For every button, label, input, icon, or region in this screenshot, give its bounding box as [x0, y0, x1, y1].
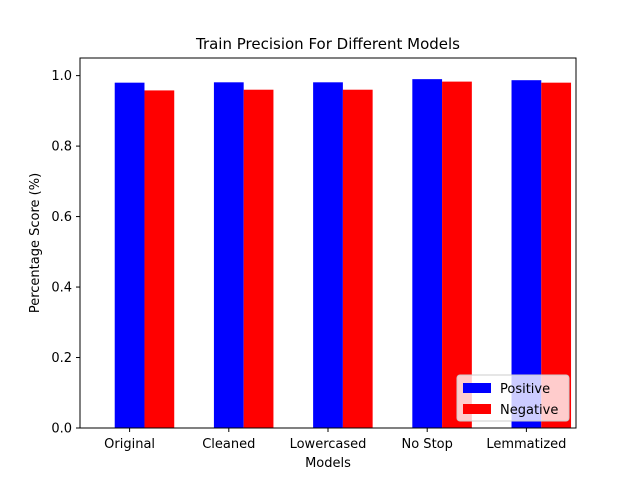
x-axis: Original Cleaned Lowercased No Stop Lemmatiz…	[104, 428, 566, 452]
chart-title: Train Precision For Different Models	[195, 35, 460, 53]
bar-negative-lowercased	[342, 89, 373, 429]
bar-positive-no-stop	[412, 79, 443, 428]
legend-label-negative: Negative	[500, 403, 558, 418]
x-tick-label: No Stop	[402, 437, 453, 452]
bar-positive-original	[114, 82, 145, 429]
legend-swatch-negative	[463, 404, 491, 414]
bar-positive-lemmatized	[511, 80, 542, 428]
x-axis-label: Models	[305, 456, 351, 471]
y-tick-label: 0.2	[51, 351, 72, 366]
y-tick-label: 0.8	[51, 140, 72, 155]
bar-positive-lowercased	[313, 82, 343, 428]
bar-negative-original	[144, 90, 175, 429]
bar-negative-lemmatized	[541, 82, 572, 429]
x-tick-label: Original	[104, 437, 155, 452]
y-axis-label: Percentage Score (%)	[28, 173, 43, 313]
legend-label-positive: Positive	[500, 382, 550, 397]
bars-layer	[114, 79, 572, 429]
y-tick-label: 1.0	[51, 69, 72, 84]
x-tick-label: Lemmatized	[486, 437, 566, 452]
bar-negative-no-stop	[442, 81, 472, 429]
legend-swatch-positive	[463, 383, 491, 393]
y-tick-label: 0.6	[51, 210, 72, 225]
y-tick-label: 0.4	[51, 281, 72, 296]
y-axis: 0.0 0.2 0.4 0.6 0.8 1.0	[51, 69, 80, 437]
x-tick-label: Lowercased	[290, 437, 367, 452]
bar-positive-cleaned	[213, 82, 244, 428]
x-tick-label: Cleaned	[202, 437, 255, 452]
legend: Positive Negative	[456, 374, 570, 422]
bar-negative-cleaned	[243, 89, 274, 429]
y-tick-label: 0.0	[51, 422, 72, 437]
